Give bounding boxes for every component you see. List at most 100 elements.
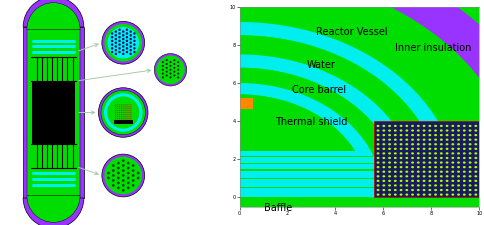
Circle shape bbox=[452, 129, 454, 132]
Circle shape bbox=[118, 51, 121, 53]
Circle shape bbox=[121, 106, 122, 107]
Circle shape bbox=[411, 184, 414, 187]
Circle shape bbox=[417, 134, 420, 136]
Circle shape bbox=[469, 139, 471, 141]
Circle shape bbox=[156, 56, 185, 84]
Circle shape bbox=[122, 53, 124, 55]
Circle shape bbox=[169, 65, 171, 67]
Wedge shape bbox=[27, 196, 80, 222]
Circle shape bbox=[105, 24, 142, 62]
Circle shape bbox=[377, 148, 379, 150]
Circle shape bbox=[474, 157, 477, 159]
Bar bbox=[27, 29, 80, 196]
Circle shape bbox=[101, 90, 146, 135]
Circle shape bbox=[423, 184, 425, 187]
Circle shape bbox=[469, 194, 471, 196]
Circle shape bbox=[469, 189, 471, 191]
Circle shape bbox=[128, 119, 130, 121]
Circle shape bbox=[115, 110, 116, 111]
Circle shape bbox=[406, 171, 408, 173]
Circle shape bbox=[411, 180, 414, 182]
Circle shape bbox=[121, 116, 122, 117]
Circle shape bbox=[126, 110, 128, 111]
Circle shape bbox=[463, 171, 466, 173]
Circle shape bbox=[417, 189, 420, 191]
Bar bbox=[240, 178, 443, 187]
Polygon shape bbox=[240, 83, 383, 198]
Circle shape bbox=[119, 110, 120, 111]
Circle shape bbox=[122, 159, 124, 162]
Bar bbox=[240, 178, 423, 179]
Circle shape bbox=[394, 189, 397, 191]
Circle shape bbox=[394, 134, 397, 136]
Circle shape bbox=[394, 129, 397, 132]
Circle shape bbox=[423, 125, 425, 127]
Circle shape bbox=[111, 32, 113, 35]
Circle shape bbox=[469, 166, 471, 168]
Circle shape bbox=[127, 177, 130, 179]
Circle shape bbox=[382, 129, 385, 132]
Circle shape bbox=[124, 108, 126, 109]
Circle shape bbox=[428, 148, 431, 150]
Circle shape bbox=[411, 152, 414, 155]
Circle shape bbox=[428, 166, 431, 168]
Circle shape bbox=[137, 177, 139, 179]
Circle shape bbox=[129, 30, 132, 33]
Circle shape bbox=[126, 119, 128, 121]
Circle shape bbox=[463, 143, 466, 145]
Circle shape bbox=[126, 116, 128, 117]
Circle shape bbox=[457, 148, 460, 150]
Circle shape bbox=[428, 180, 431, 182]
Circle shape bbox=[394, 171, 397, 173]
Circle shape bbox=[440, 148, 443, 150]
Circle shape bbox=[117, 119, 118, 121]
Circle shape bbox=[122, 112, 124, 113]
Circle shape bbox=[169, 76, 171, 78]
Circle shape bbox=[452, 125, 454, 127]
Circle shape bbox=[128, 112, 130, 113]
Circle shape bbox=[440, 184, 443, 187]
Circle shape bbox=[377, 175, 379, 178]
Circle shape bbox=[434, 148, 437, 150]
Circle shape bbox=[129, 45, 132, 48]
Circle shape bbox=[118, 40, 121, 42]
Circle shape bbox=[122, 30, 124, 33]
Circle shape bbox=[129, 38, 132, 40]
Circle shape bbox=[377, 180, 379, 182]
Circle shape bbox=[423, 194, 425, 196]
Circle shape bbox=[463, 175, 466, 178]
Circle shape bbox=[127, 167, 130, 169]
Circle shape bbox=[406, 134, 408, 136]
Circle shape bbox=[130, 108, 132, 109]
Circle shape bbox=[377, 194, 379, 196]
Circle shape bbox=[434, 152, 437, 155]
Circle shape bbox=[474, 166, 477, 168]
Circle shape bbox=[107, 177, 110, 179]
Circle shape bbox=[406, 189, 408, 191]
Circle shape bbox=[173, 74, 175, 77]
Circle shape bbox=[406, 157, 408, 159]
Circle shape bbox=[434, 175, 437, 178]
Circle shape bbox=[124, 110, 126, 111]
Circle shape bbox=[115, 108, 116, 109]
Circle shape bbox=[463, 184, 466, 187]
Circle shape bbox=[122, 106, 124, 107]
Circle shape bbox=[382, 139, 385, 141]
Circle shape bbox=[126, 29, 128, 31]
Circle shape bbox=[388, 148, 391, 150]
Circle shape bbox=[121, 110, 122, 111]
Circle shape bbox=[118, 36, 121, 38]
Circle shape bbox=[400, 175, 403, 178]
Circle shape bbox=[474, 175, 477, 178]
Circle shape bbox=[162, 69, 164, 71]
Circle shape bbox=[400, 157, 403, 159]
Circle shape bbox=[166, 71, 167, 73]
Circle shape bbox=[118, 47, 121, 50]
Circle shape bbox=[122, 174, 124, 177]
Circle shape bbox=[127, 172, 130, 174]
Bar bbox=[240, 163, 387, 164]
Circle shape bbox=[440, 134, 443, 136]
Circle shape bbox=[434, 184, 437, 187]
Circle shape bbox=[122, 116, 124, 117]
Circle shape bbox=[474, 189, 477, 191]
